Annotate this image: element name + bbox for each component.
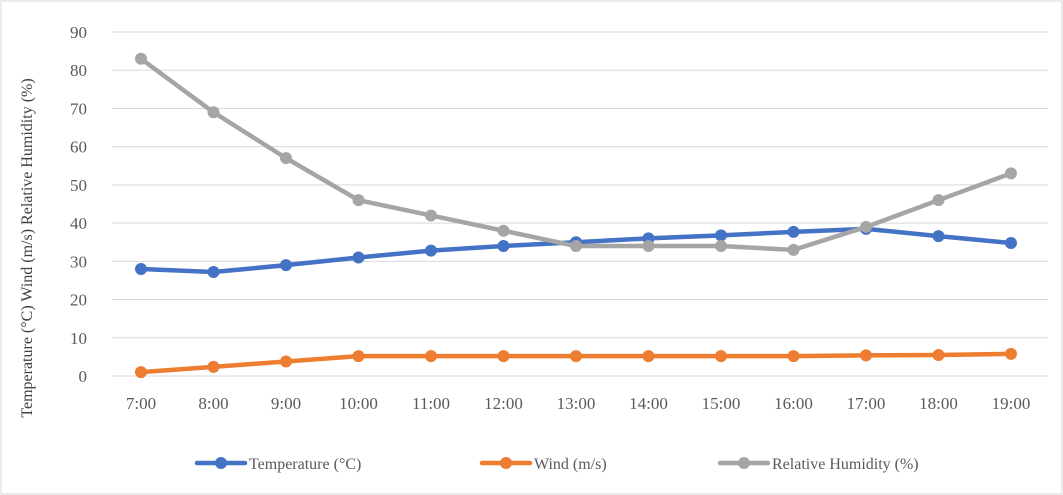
data-point: [1005, 167, 1017, 180]
y-axis-title: Temperature (°C) Wind (m/s) Relative Hum…: [19, 78, 36, 417]
data-point: [425, 209, 437, 222]
data-point: [425, 244, 437, 257]
data-point: [497, 224, 510, 237]
data-point: [570, 240, 582, 253]
y-tick-label: 70: [70, 99, 87, 118]
series-lines: [135, 52, 1017, 379]
x-tick-label: 12:00: [484, 394, 523, 413]
x-tick-label: 9:00: [271, 394, 301, 413]
legend-item-1: Wind (m/s): [479, 456, 607, 473]
data-point: [497, 350, 510, 363]
data-point: [570, 350, 582, 363]
data-point: [280, 152, 292, 165]
y-tick-label: 40: [70, 214, 87, 233]
y-tick-label: 10: [70, 329, 87, 348]
y-axis-ticks: 0 10 20 30 40 50 60 70 80 90: [70, 23, 87, 386]
data-point: [352, 251, 365, 264]
data-point: [280, 259, 292, 272]
x-tick-label: 18:00: [919, 394, 958, 413]
legend-swatch-marker: [500, 457, 512, 469]
legend-label: Relative Humidity (%): [772, 456, 919, 473]
series-1: [135, 347, 1017, 379]
legend-label: Wind (m/s): [534, 456, 607, 473]
data-point: [642, 240, 655, 253]
data-point: [207, 266, 220, 279]
legend: Temperature (°C) Wind (m/s) Relative Humid…: [194, 456, 919, 473]
x-tick-label: 19:00: [992, 394, 1031, 413]
data-point: [1005, 236, 1017, 249]
data-point: [1005, 347, 1017, 360]
data-point: [715, 229, 727, 242]
data-point: [352, 194, 365, 207]
legend-item-2: Relative Humidity (%): [717, 456, 919, 473]
x-tick-label: 11:00: [412, 394, 450, 413]
y-tick-label: 20: [70, 291, 87, 310]
x-tick-label: 14:00: [629, 394, 668, 413]
gridlines: [112, 31, 1048, 377]
data-point: [932, 194, 945, 207]
x-tick-label: 16:00: [774, 394, 813, 413]
data-point: [280, 355, 292, 368]
data-point: [932, 348, 945, 361]
data-point: [860, 349, 872, 362]
data-point: [207, 106, 220, 119]
legend-swatch-marker: [215, 457, 227, 469]
data-point: [135, 262, 147, 275]
data-point: [352, 350, 365, 363]
x-tick-label: 10:00: [339, 394, 378, 413]
y-tick-label: 80: [70, 61, 87, 80]
y-tick-label: 60: [70, 138, 87, 157]
legend-item-0: Temperature (°C): [194, 456, 361, 473]
y-tick-label: 90: [70, 23, 87, 42]
x-tick-label: 7:00: [126, 394, 156, 413]
legend-swatch-marker: [738, 457, 750, 469]
data-point: [787, 350, 800, 363]
x-tick-label: 15:00: [702, 394, 741, 413]
x-tick-label: 8:00: [198, 394, 228, 413]
y-tick-label: 30: [70, 252, 87, 271]
data-point: [207, 360, 220, 373]
data-point: [860, 220, 872, 233]
data-point: [642, 350, 655, 363]
data-point: [135, 52, 147, 65]
data-point: [932, 230, 945, 243]
x-tick-label: 13:00: [557, 394, 596, 413]
data-point: [715, 350, 727, 363]
x-tick-label: 17:00: [847, 394, 886, 413]
legend-label: Temperature (°C): [249, 456, 361, 473]
x-axis-ticks: 7:00 8:00 9:00 10:00 11:00 12:00 13:00 14:00 15:…: [126, 394, 1030, 413]
y-tick-label: 0: [79, 367, 88, 386]
data-point: [497, 240, 510, 253]
data-point: [715, 240, 727, 253]
data-point: [425, 350, 437, 363]
data-point: [787, 243, 800, 256]
data-point: [135, 366, 147, 379]
series-2: [135, 52, 1017, 256]
data-point: [787, 225, 800, 238]
y-tick-label: 50: [70, 176, 87, 195]
